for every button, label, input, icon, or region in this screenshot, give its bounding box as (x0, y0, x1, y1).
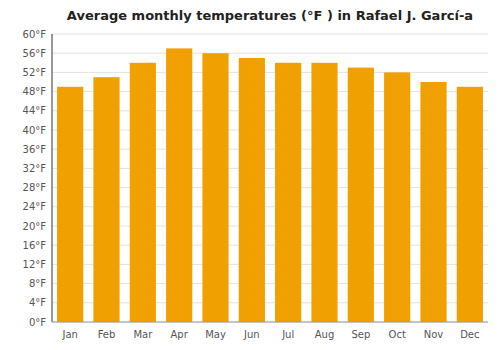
y-tick-label: 4°F (29, 297, 46, 308)
x-tick-label: Jul (281, 329, 294, 340)
y-tick-label: 8°F (29, 278, 46, 289)
bar (384, 72, 410, 322)
y-tick-label: 56°F (23, 48, 47, 59)
x-tick-label: Sep (351, 329, 370, 340)
grid-line (52, 53, 488, 54)
x-axis-line (52, 322, 488, 323)
title: Average monthly temperatures (°F ) in Ra… (67, 8, 473, 23)
y-tick-label: 52°F (23, 67, 47, 78)
y-tick-label: 48°F (23, 86, 47, 97)
x-tick-label: Apr (171, 329, 189, 340)
x-tick-label: Aug (315, 329, 335, 340)
x-tick-label: Oct (389, 329, 406, 340)
y-tick-label: 16°F (23, 240, 47, 251)
bar (348, 68, 374, 322)
bar (130, 63, 156, 322)
grid-line (52, 72, 488, 73)
y-tick-label: 0°F (29, 317, 46, 328)
y-tick-label: 24°F (23, 201, 47, 212)
y-tick-label: 32°F (23, 163, 47, 174)
y-tick-label: 40°F (23, 125, 47, 136)
x-tick-label: May (205, 329, 226, 340)
x-tick-label: Jun (243, 329, 260, 340)
bar (457, 87, 483, 322)
bar (275, 63, 301, 322)
bars (57, 48, 483, 322)
y-tick-label: 20°F (23, 221, 47, 232)
bar (420, 82, 446, 322)
y-tick-label: 60°F (23, 29, 47, 40)
bar (311, 63, 337, 322)
chart: Average monthly temperatures (°F ) in Ra… (0, 0, 500, 350)
bar (57, 87, 83, 322)
bar (166, 48, 192, 322)
y-tick-label: 12°F (23, 259, 47, 270)
grid-line (52, 34, 488, 35)
y-tick-label: 28°F (23, 182, 47, 193)
bar (93, 77, 119, 322)
bar (239, 58, 265, 322)
x-tick-label: Jan (61, 329, 77, 340)
x-tick-label: Nov (424, 329, 444, 340)
bar (202, 53, 228, 322)
y-tick-label: 36°F (23, 144, 47, 155)
grid-line (52, 322, 488, 323)
y-tick-label: 44°F (23, 105, 47, 116)
x-tick-label: Dec (460, 329, 479, 340)
y-axis-line (52, 34, 53, 322)
x-tick-label: Feb (98, 329, 116, 340)
x-tick-label: Mar (133, 329, 153, 340)
grid (52, 34, 488, 322)
